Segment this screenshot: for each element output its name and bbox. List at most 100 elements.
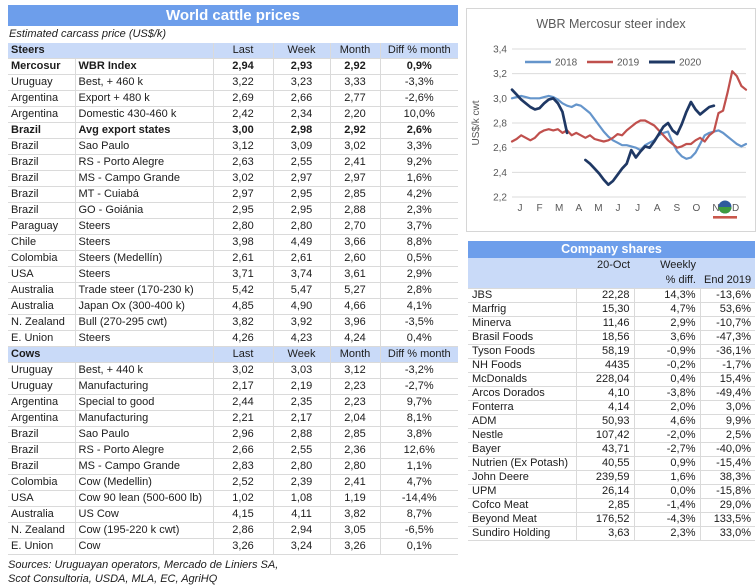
price-cell: 15,30 (575, 302, 634, 317)
prices-subtitle: Estimated carcass price (US$/k) (9, 28, 167, 40)
month-cell: 3,33 (329, 74, 381, 91)
end2019-cell: -15,4% (699, 456, 755, 471)
diff-cell: 1,1% (379, 458, 459, 475)
item-cell: Steers (74, 330, 214, 347)
price-row: N. Zealand Cow (195-220 k cwt) 2,86 2,94 3,0… (8, 522, 459, 539)
diff-cell: 4,1% (379, 298, 459, 315)
country-cell: Brazil (8, 426, 75, 443)
price-cell: 4435 (575, 358, 634, 373)
name-cell: John Deere (468, 470, 576, 485)
price-row: N. Zealand Bull (270-295 cwt) 3,82 3,92 3,96… (8, 314, 459, 331)
diff-cell: 1,6% (379, 170, 459, 187)
price-row: Brazil MS - Campo Grande 3,02 2,97 2,97 1,6% (8, 170, 459, 187)
week-cell: 4,90 (272, 298, 331, 315)
week-cell: 2,80 (272, 458, 331, 475)
item-cell: Steers (74, 234, 214, 251)
series-line-2020 (584, 100, 716, 187)
name-cell: Sundiro Holding (468, 526, 576, 541)
diff-cell: 0,9% (379, 58, 459, 75)
week-cell: 2,34 (272, 106, 331, 123)
diff-cell: 4,7% (379, 474, 459, 491)
x-tick-label: M (555, 203, 563, 214)
diff-cell: 0,5% (379, 250, 459, 267)
price-row: Uruguay Best, + 440 k 3,02 3,03 3,12 -3,2% (8, 362, 459, 379)
month-cell: 3,96 (329, 314, 381, 331)
diff-cell: 8,1% (379, 410, 459, 427)
company-shares-table: 20-Oct Weekly% diff. End 2019 JBS 22,28 14,3%… (468, 258, 755, 541)
column-header: Diff % month (379, 346, 459, 363)
section-header-row-cows: Cows Last Week Month Diff % month (8, 346, 459, 363)
weekly-cell: 2,3% (633, 526, 700, 541)
month-cell: 2,04 (329, 410, 381, 427)
series-line-2018 (510, 94, 748, 160)
price-cell: 43,71 (575, 442, 634, 457)
price-cell: 239,59 (575, 470, 634, 485)
month-cell: 2,77 (329, 90, 381, 107)
price-row: USA Steers 3,71 3,74 3,61 2,9% (8, 266, 459, 283)
last-cell: 2,42 (212, 106, 274, 123)
price-row: Brazil Sao Paulo 3,12 3,09 3,02 3,3% (8, 138, 459, 155)
week-cell: 3,74 (272, 266, 331, 283)
end2019-cell: -47,3% (699, 330, 755, 345)
y-tick-label: 3,4 (493, 45, 507, 56)
weekly-cell: 0,0% (633, 484, 700, 499)
last-cell: 3,26 (212, 538, 274, 555)
country-cell: Argentina (8, 106, 75, 123)
country-cell: Mercosur (8, 58, 75, 75)
week-cell: 2,94 (272, 522, 331, 539)
country-cell: E. Union (8, 538, 75, 555)
price-cell: 50,93 (575, 414, 634, 429)
sources-line-2: Scot Consultoria, USDA, MLA, EC, AgriHQ (8, 573, 218, 585)
month-cell: 2,36 (329, 442, 381, 459)
world-cattle-prices-table: Steers Last Week Month Diff % month Mercosur W… (8, 43, 459, 555)
weekly-cell: -1,4% (633, 498, 700, 513)
last-cell: 2,80 (212, 218, 274, 235)
diff-cell: 0,1% (379, 538, 459, 555)
item-cell: Steers (Medellín) (74, 250, 214, 267)
country-cell: Argentina (8, 410, 75, 427)
name-cell: ADM (468, 414, 576, 429)
share-row: Sundiro Holding 3,63 2,3% 33,0% (468, 526, 755, 541)
name-cell: Cofco Meat (468, 498, 576, 513)
weekly-cell: 2,9% (633, 316, 700, 331)
diff-cell: 9,7% (379, 394, 459, 411)
end2019-cell: -40,0% (699, 442, 755, 457)
country-cell: Brazil (8, 202, 75, 219)
price-row: Australia Trade steer (170-230 k) 5,42 5,47… (8, 282, 459, 299)
week-cell: 5,47 (272, 282, 331, 299)
diff-cell: 2,9% (379, 266, 459, 283)
week-cell: 2,17 (272, 410, 331, 427)
country-cell: USA (8, 490, 75, 507)
end2019-cell: 29,0% (699, 498, 755, 513)
name-cell: JBS (468, 288, 576, 303)
x-tick-label: J (635, 203, 640, 214)
item-cell: Trade steer (170-230 k) (74, 282, 214, 299)
item-cell: Cow (Medellin) (74, 474, 214, 491)
diff-cell: 0,4% (379, 330, 459, 347)
weekly-cell: -2,0% (633, 428, 700, 443)
price-row: USA Cow 90 lean (500-600 lb) 1,02 1,08 1,19-… (8, 490, 459, 507)
name-cell: Nutrien (Ex Potash) (468, 456, 576, 471)
end2019-cell: 2,5% (699, 428, 755, 443)
weekly-cell: 4,7% (633, 302, 700, 317)
month-cell: 2,41 (329, 474, 381, 491)
diff-cell: -2,7% (379, 378, 459, 395)
price-row: Uruguay Manufacturing 2,17 2,19 2,23 -2,7% (8, 378, 459, 395)
last-cell: 2,97 (212, 186, 274, 203)
name-cell: UPM (468, 484, 576, 499)
column-header: Week (272, 346, 331, 363)
item-cell: MS - Campo Grande (74, 170, 214, 187)
end2019-cell: 133,5% (699, 512, 755, 527)
section-name: Cows (8, 346, 214, 363)
price-cell: 22,28 (575, 288, 634, 303)
end2019-cell: -49,4% (699, 386, 755, 401)
share-row: McDonalds 228,04 0,4% 15,4% (468, 372, 755, 387)
last-cell: 2,44 (212, 394, 274, 411)
country-cell: Uruguay (8, 362, 75, 379)
item-cell: Best, + 440 k (74, 362, 214, 379)
diff-cell: 9,2% (379, 154, 459, 171)
diff-cell: 3,3% (379, 138, 459, 155)
country-cell: Brazil (8, 154, 75, 171)
end2019-cell: 15,4% (699, 372, 755, 387)
week-cell: 2,98 (272, 122, 331, 139)
